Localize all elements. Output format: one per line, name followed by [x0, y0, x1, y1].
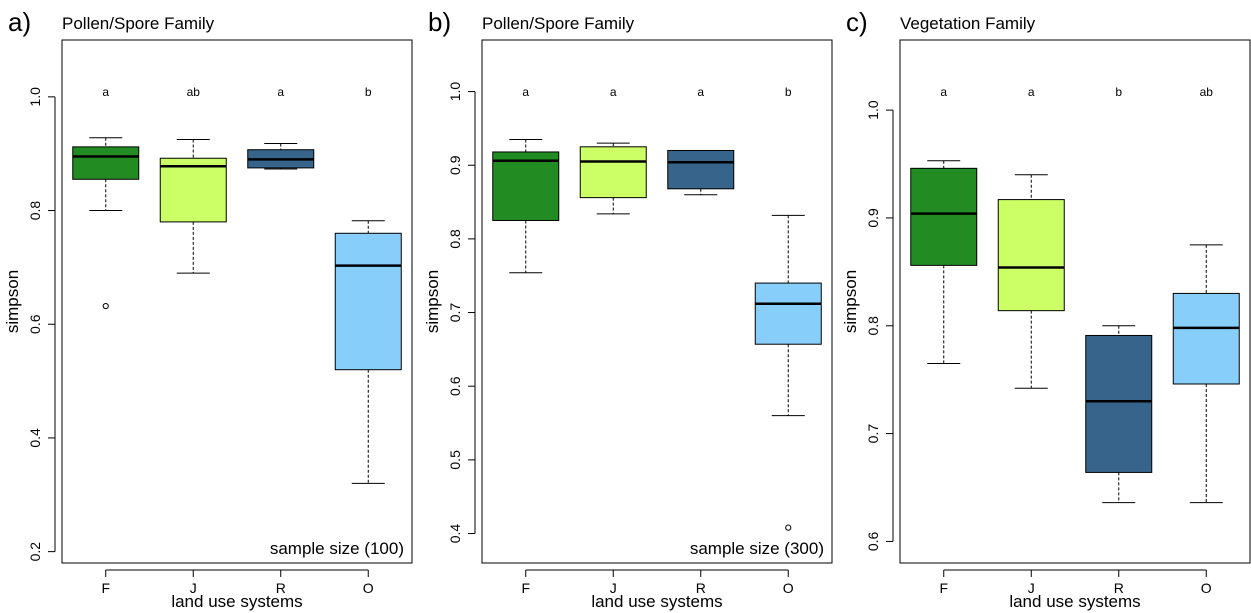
group-letter: a [940, 85, 947, 99]
box-J [159, 157, 227, 223]
x-tick-label: F [101, 580, 110, 596]
y-tick-label: 0.8 [447, 229, 463, 249]
sample-size-note: sample size (300) [690, 539, 824, 558]
x-axis-label: land use systems [591, 592, 722, 611]
box-F [492, 151, 560, 221]
sample-size-note: sample size (100) [270, 539, 404, 558]
group-letter: ab [187, 85, 201, 99]
y-axis-label: simpson [423, 270, 442, 333]
box-J [997, 199, 1065, 312]
y-tick-label: 1.0 [27, 87, 43, 107]
box-O [334, 232, 402, 371]
plot-frame [61, 39, 413, 564]
x-tick-label: F [939, 580, 948, 596]
group-letter: b [785, 85, 792, 99]
x-tick-label: R [1114, 580, 1124, 596]
y-tick-label: 1.0 [447, 82, 463, 102]
y-tick-label: 0.9 [865, 208, 881, 228]
y-tick-label: 0.8 [865, 316, 881, 336]
panel-letter: b) [428, 7, 451, 37]
box-J [579, 146, 647, 199]
x-axis-label: land use systems [171, 592, 302, 611]
y-tick-label: 0.6 [27, 314, 43, 334]
y-tick-label: 0.5 [447, 450, 463, 470]
chart-panel-2: b) Pollen/Spore Family 0.4 0.5 0.6 0.7 0.8 0.9 1… [423, 7, 833, 611]
x-tick-label: J [190, 580, 197, 596]
group-letter: a [1028, 85, 1035, 99]
box-O [754, 282, 822, 345]
x-axis-label: land use systems [1009, 592, 1140, 611]
box-R [667, 149, 735, 190]
y-tick-label: 0.7 [865, 424, 881, 444]
box-R [1085, 334, 1153, 473]
x-tick-label: R [696, 580, 706, 596]
box-O [1172, 292, 1240, 385]
group-letter: a [277, 85, 284, 99]
x-tick-label: O [363, 580, 374, 596]
group-letter: a [102, 85, 109, 99]
y-tick-label: 0.9 [447, 155, 463, 175]
y-tick-label: 0.8 [27, 201, 43, 221]
plot-frame [481, 39, 833, 564]
y-tick-label: 0.4 [27, 428, 43, 448]
group-letter: a [522, 85, 529, 99]
panel-title: Pollen/Spore Family [62, 14, 215, 33]
chart-panel-3: c) Vegetation Family 0.6 0.7 0.8 0.9 1.0 simpso… [841, 7, 1251, 611]
x-tick-label: O [1201, 580, 1212, 596]
panel-letter: c) [846, 7, 868, 37]
y-axis-label: simpson [3, 270, 22, 333]
panel-title: Vegetation Family [900, 14, 1036, 33]
x-tick-label: J [610, 580, 617, 596]
outlier-point [785, 524, 792, 531]
outlier-point [102, 302, 109, 310]
x-tick-label: O [783, 580, 794, 596]
group-letter: a [610, 85, 617, 99]
y-tick-label: 0.4 [447, 524, 463, 544]
x-tick-label: R [276, 580, 286, 596]
plot-frame [899, 39, 1251, 564]
chart-panel-1: a) Pollen/Spore Family 0.2 0.4 0.6 0.8 1.0 simp… [3, 7, 413, 611]
y-tick-label: 0.6 [447, 376, 463, 396]
group-letter: b [1115, 85, 1122, 99]
y-axis-label: simpson [841, 270, 860, 333]
y-tick-label: 0.7 [447, 303, 463, 323]
panel-title: Pollen/Spore Family [482, 14, 635, 33]
y-tick-label: 0.2 [27, 542, 43, 562]
x-tick-label: J [1028, 580, 1035, 596]
y-tick-label: 0.6 [865, 531, 881, 551]
box-F [910, 167, 978, 266]
group-letter: ab [1200, 85, 1214, 99]
box-F [72, 146, 140, 180]
panel-letter: a) [8, 7, 31, 37]
y-tick-label: 1.0 [865, 100, 881, 120]
x-tick-label: F [521, 580, 530, 596]
group-letter: b [365, 85, 372, 99]
group-letter: a [697, 85, 704, 99]
